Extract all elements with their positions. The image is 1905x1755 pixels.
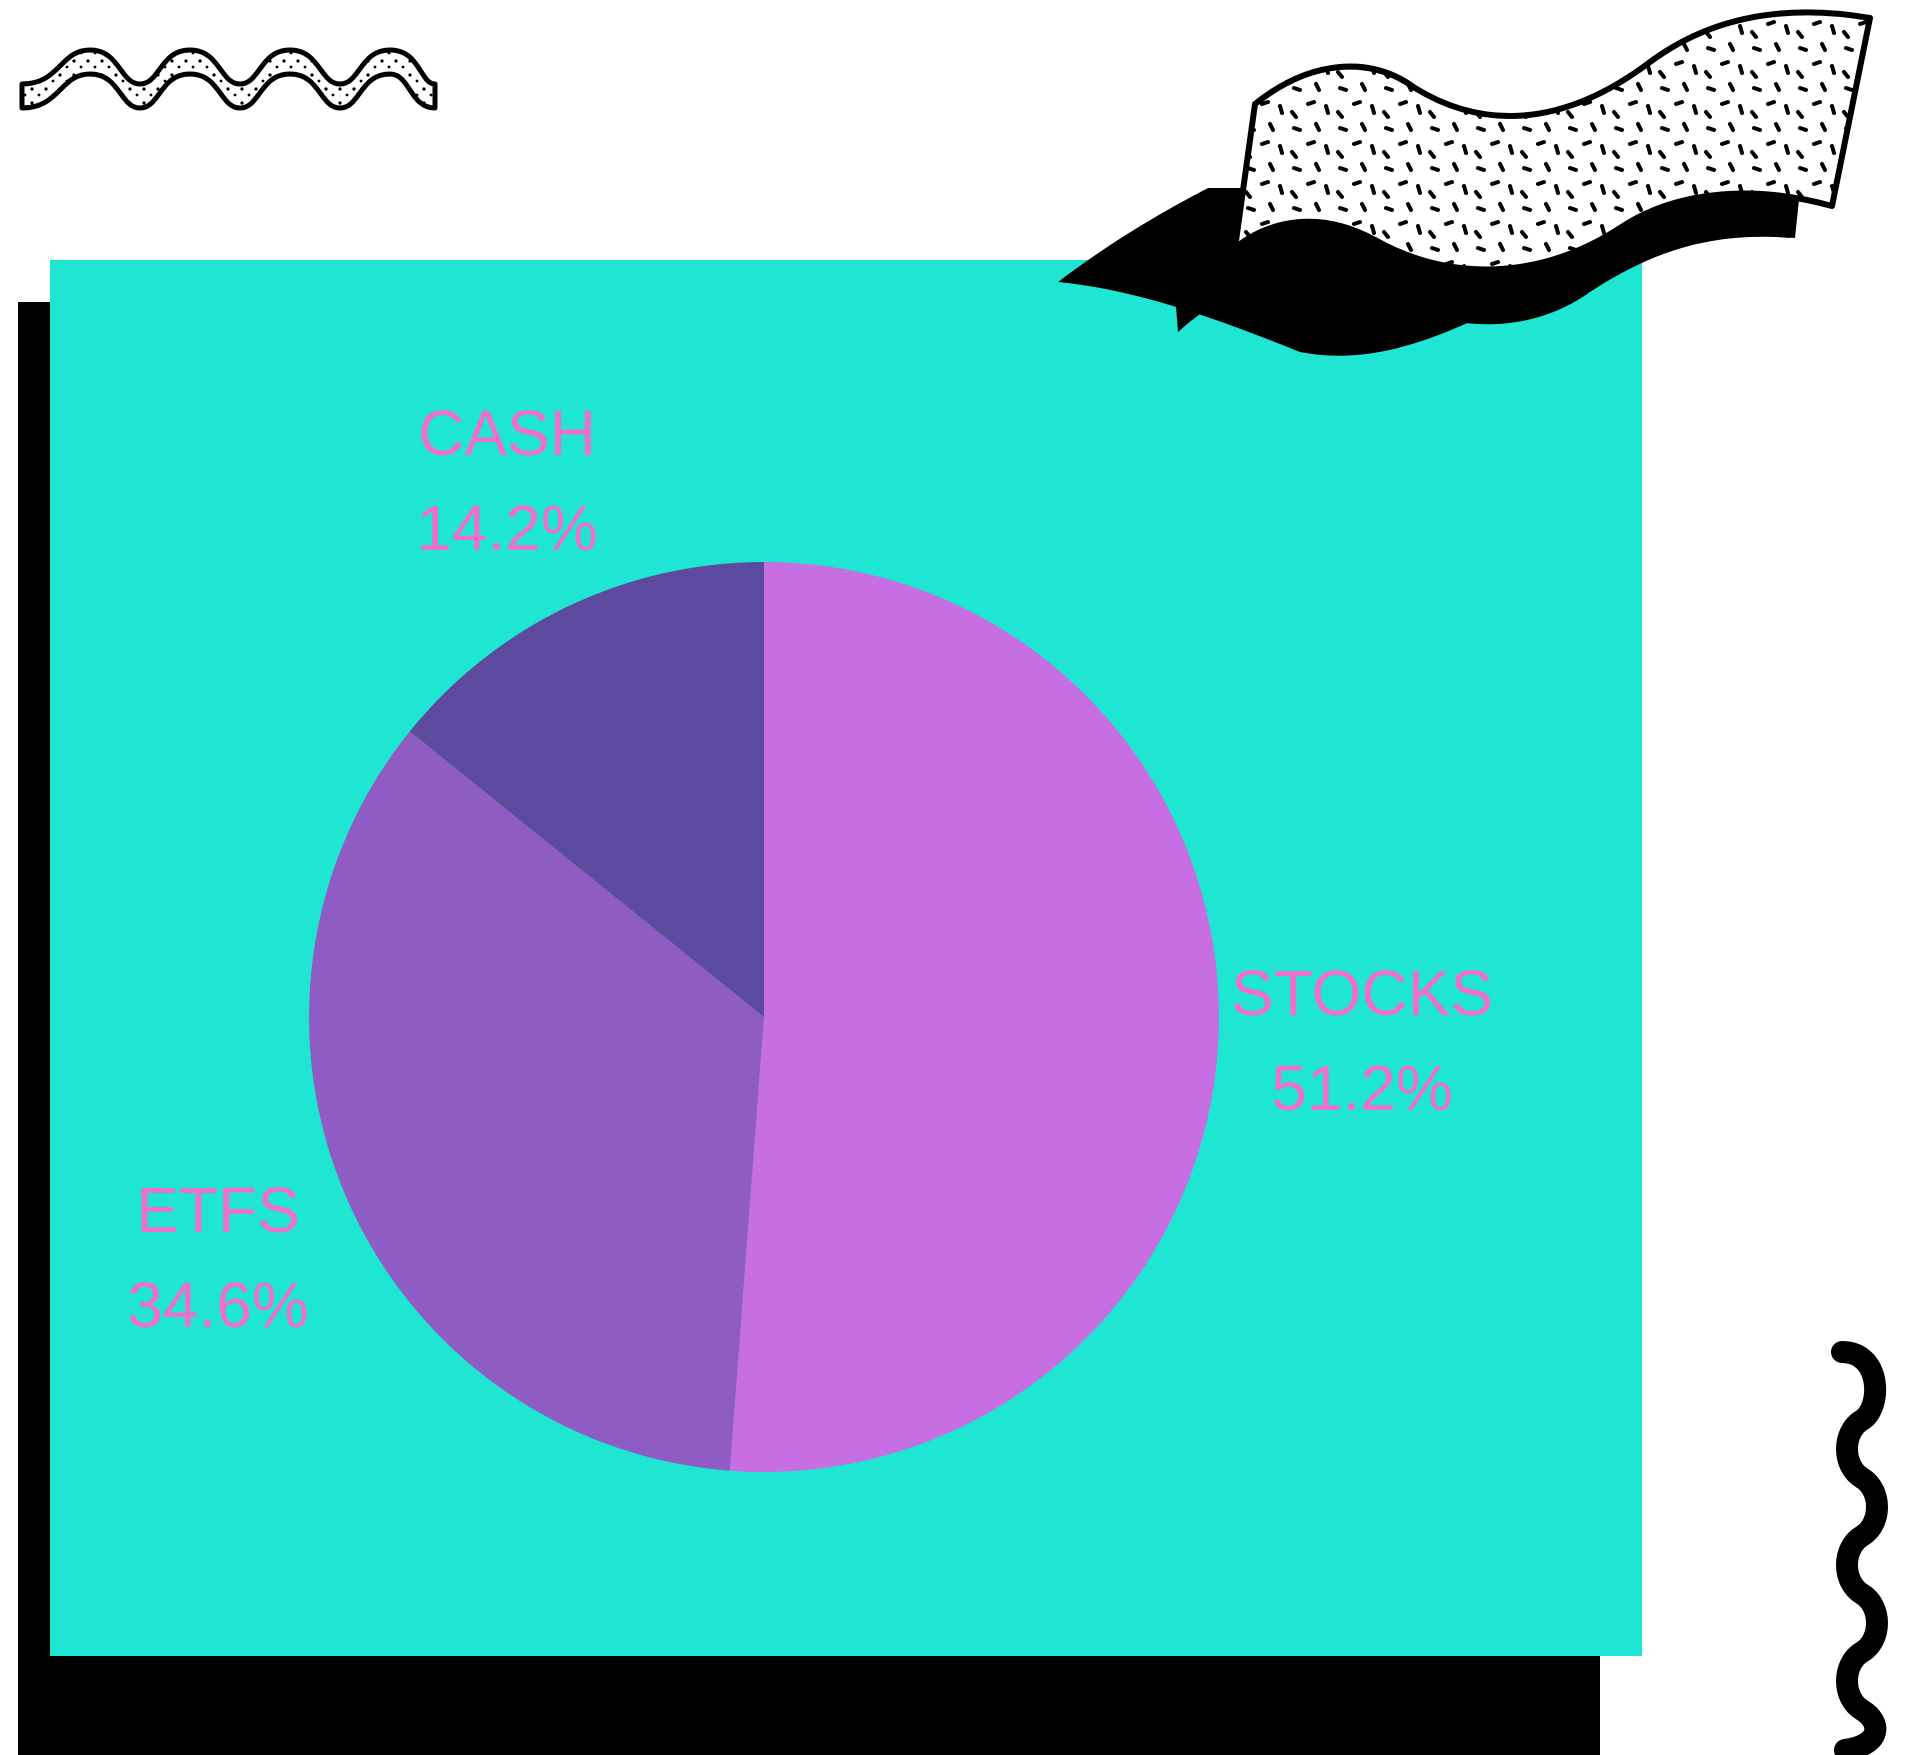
pie-slice-stocks xyxy=(729,562,1219,1472)
slice-label-etfs: ETFS xyxy=(136,1174,300,1246)
slice-percent-stocks: 51.2% xyxy=(1271,1052,1452,1124)
vertical-squiggle-icon xyxy=(1831,1341,1888,1755)
slice-label-stocks: STOCKS xyxy=(1231,957,1493,1029)
pie-labels: STOCKS 51.2% ETFS 34.6% CASH 14.2% xyxy=(127,397,1493,1341)
pie-slice-etfs xyxy=(308,731,764,1471)
pie-slice-cash xyxy=(409,562,764,1017)
pie-chart xyxy=(308,562,1219,1472)
slice-percent-etfs: 34.6% xyxy=(127,1269,308,1341)
slice-percent-cash: 14.2% xyxy=(416,492,597,564)
slice-label-cash: CASH xyxy=(418,397,596,469)
dotted-banner-icon xyxy=(1058,9,1873,356)
squiggle-dotted-icon xyxy=(19,47,438,111)
